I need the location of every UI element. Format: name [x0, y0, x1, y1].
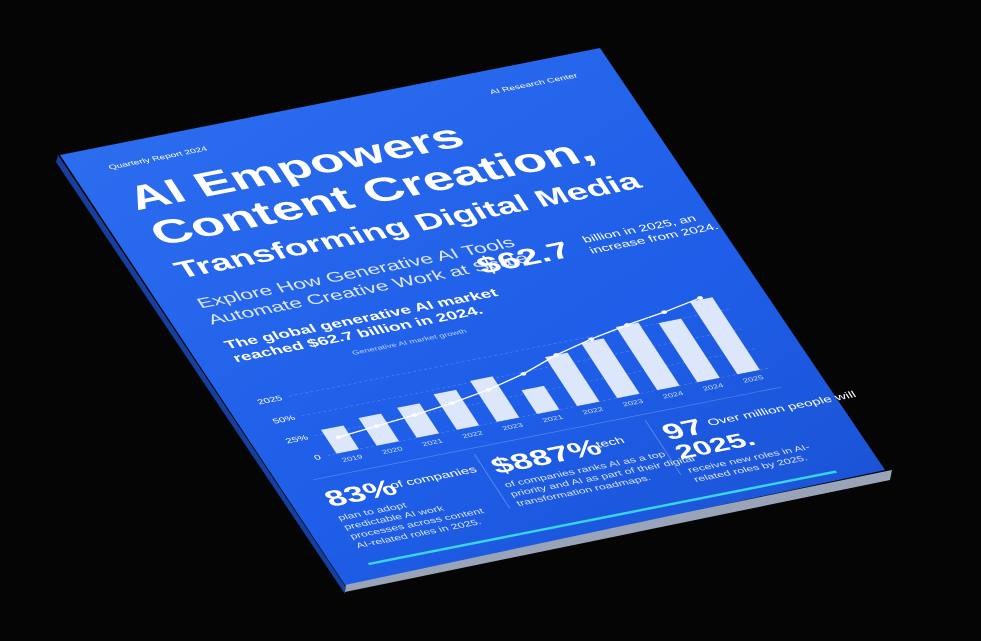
x-tick-label: 2025: [741, 374, 766, 384]
divider: [644, 420, 682, 475]
bar: [658, 318, 720, 383]
spine: [56, 155, 345, 594]
bar: [545, 352, 600, 407]
trend-point: [335, 435, 342, 439]
y-tick-label: 0: [312, 453, 323, 462]
x-tick-label: 2024: [701, 382, 726, 392]
x-tick-label: 2021: [420, 437, 445, 447]
x-tick-label: 2020: [380, 445, 405, 455]
bar: [581, 338, 640, 399]
divider: [312, 386, 782, 480]
bar: [321, 425, 359, 454]
x-tick-label: 2023: [501, 421, 526, 431]
y-tick-label: 25%: [284, 434, 311, 446]
trend-point: [485, 387, 492, 392]
grid-line: [301, 328, 744, 417]
bar: [615, 322, 680, 391]
bar: [521, 385, 560, 414]
y-tick-label: 50%: [271, 414, 298, 426]
bar: [433, 389, 480, 430]
page-edge: [345, 470, 892, 592]
x-tick-label: 2022: [461, 429, 486, 439]
bar: [689, 297, 760, 375]
trend-point: [661, 310, 668, 314]
x-tick-label: 2023: [621, 398, 646, 408]
divider: [473, 453, 511, 509]
grid-line: [327, 367, 769, 456]
grid-line: [314, 348, 756, 436]
x-tick-label: 2022: [581, 406, 606, 416]
trend-point: [553, 353, 560, 357]
x-tick-label: 2019: [340, 453, 365, 463]
x-tick-label: 2021: [541, 414, 566, 424]
bar: [358, 413, 400, 446]
trend-point: [411, 413, 418, 417]
trend-point: [624, 323, 631, 327]
x-tick-label: 2024: [661, 390, 686, 400]
trend-point: [520, 372, 527, 376]
bar: [470, 376, 520, 422]
trend-point: [588, 337, 595, 341]
stat-heading: tech: [593, 434, 627, 450]
grid-line: [288, 308, 731, 397]
bar: [397, 403, 440, 438]
trend-point: [373, 424, 380, 428]
trend-point: [697, 296, 704, 300]
trend-point: [449, 401, 455, 405]
cover: [60, 48, 885, 585]
accent-line: [367, 470, 838, 566]
